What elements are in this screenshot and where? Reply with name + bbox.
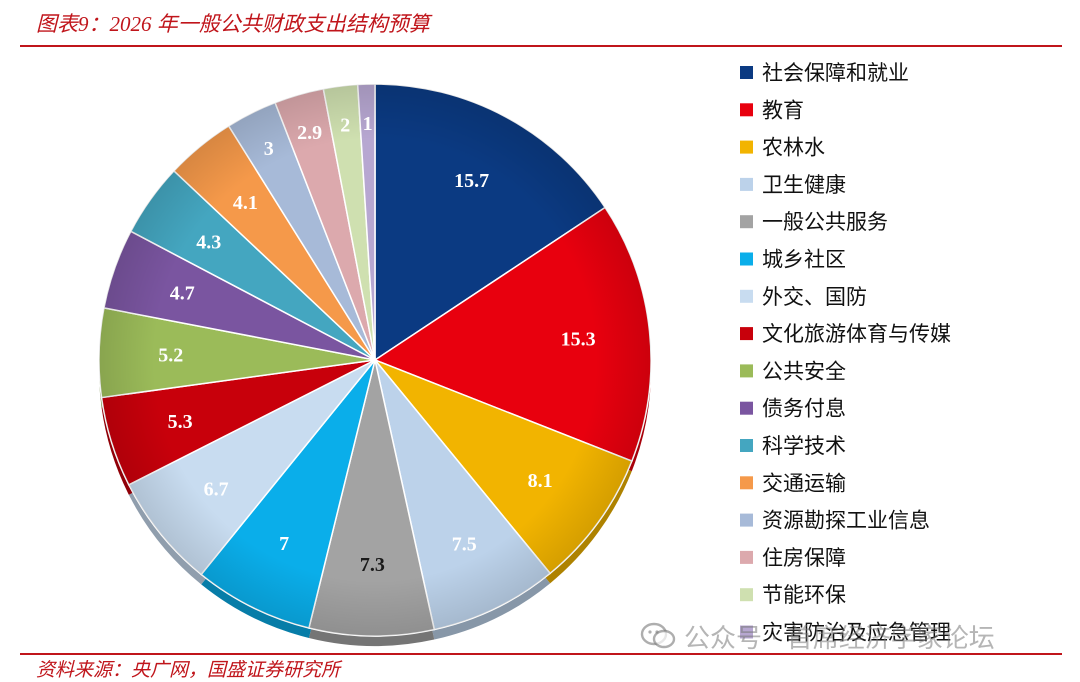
pie-data-label: 1 [363,113,373,135]
legend-swatch [740,439,753,452]
legend-label: 资源勘探工业信息 [762,509,930,533]
legend-item: 一般公共服务 [740,210,888,234]
pie-data-label: 2 [340,115,350,137]
legend-swatch [740,625,753,639]
legend-item: 住房保障 [740,546,846,570]
pie-data-label: 4.3 [196,231,221,253]
legend-item: 城乡社区 [740,248,846,272]
source-note: 资料来源：央广网，国盛证券研究所 [36,660,341,681]
legend-swatch [740,215,753,229]
legend-item: 社会保障和就业 [740,61,909,85]
legend-swatch [740,550,753,564]
pie-data-label: 5.3 [168,411,193,433]
pie-data-label: 3 [264,138,274,160]
legend-swatch [740,327,753,341]
legend-label: 社会保障和就业 [762,61,909,85]
legend-swatch [740,103,753,117]
pie-data-label: 2.9 [297,122,322,144]
legend-item: 公共安全 [740,359,846,383]
pie-data-label: 7.3 [360,554,385,576]
legend-label: 文化旅游体育与传媒 [762,322,951,346]
legend-label: 一般公共服务 [762,210,888,234]
pie-data-label: 15.7 [454,170,489,192]
legend-label: 卫生健康 [762,173,846,197]
pie-data-label: 7.5 [452,534,477,556]
legend-label: 教育 [762,98,804,122]
legend-item: 灾害防治及应急管理 [740,621,951,645]
pie-data-label: 7 [279,533,289,555]
legend-swatch [740,289,753,303]
legend-swatch [740,513,753,527]
legend-item: 教育 [740,98,804,122]
legend-item: 科学技术 [740,434,846,458]
legend-label: 公共安全 [762,359,846,383]
title-rule [20,45,1062,47]
legend-swatch [740,401,753,415]
legend-swatch [740,476,753,490]
legend-swatch [740,252,753,266]
legend-item: 资源勘探工业信息 [740,509,930,533]
legend-label: 灾害防治及应急管理 [762,621,951,645]
pie-data-label: 15.3 [561,329,596,351]
legend-item: 文化旅游体育与传媒 [740,322,951,346]
chart-title: 图表9：2026 年一般公共财政支出结构预算 [36,12,430,36]
legend-item: 外交、国防 [740,285,867,309]
legend-label: 科学技术 [762,434,846,458]
pie-data-label: 4.1 [233,192,258,214]
legend-label: 住房保障 [762,546,846,570]
legend-item: 卫生健康 [740,173,846,197]
legend-item: 交通运输 [740,471,846,495]
legend-swatch [740,140,753,154]
legend-swatch [740,364,753,378]
pie-data-label: 6.7 [204,478,229,500]
legend-label: 债务付息 [762,397,846,421]
legend-label: 节能环保 [762,583,846,607]
legend-swatch [740,177,753,191]
pie-data-label: 8.1 [528,470,553,492]
pie-data-label: 4.7 [170,282,195,304]
legend-label: 城乡社区 [762,248,846,272]
legend-item: 债务付息 [740,397,846,421]
pie-labels: 15.7 15.3 8.1 7.5 7.3 7 6.7 5.3 5.2 4.7 4.3 4.1 3 2.9… [158,113,595,576]
legend-label: 外交、国防 [762,285,867,309]
source-rule [20,653,1062,655]
legend-label: 农林水 [762,136,825,160]
legend-item: 节能环保 [740,583,846,607]
legend-swatch [740,588,753,602]
pie-data-label: 5.2 [158,345,183,367]
legend-swatch [740,66,753,79]
legend-item: 农林水 [740,136,825,160]
legend-label: 交通运输 [762,471,846,495]
legend: 社会保障和就业教育农林水卫生健康一般公共服务城乡社区外交、国防文化旅游体育与传媒… [740,61,951,645]
